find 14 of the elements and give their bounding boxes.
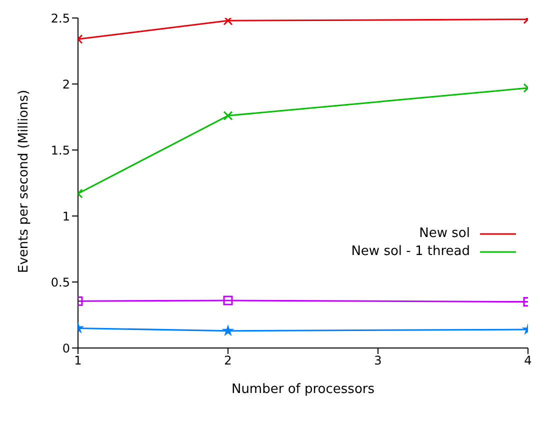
- legend-label: New sol: [419, 226, 470, 241]
- y-tick-label: 2.5: [50, 11, 70, 26]
- legend-label: New sol - 1 thread: [351, 244, 470, 259]
- x-axis-title: Number of processors: [231, 382, 375, 397]
- y-tick-label: 0.5: [50, 275, 70, 290]
- y-tick-label: 1.5: [50, 143, 70, 158]
- x-tick-label: 3: [374, 354, 382, 368]
- y-tick-label: 2: [62, 77, 70, 92]
- y-tick-label: 1: [62, 209, 70, 224]
- x-tick-label: 1: [74, 354, 82, 368]
- x-tick-label: 2: [224, 354, 232, 368]
- y-axis-title: Events per second (Millions): [16, 90, 32, 273]
- y-tick-label: 0: [62, 341, 70, 356]
- x-tick-label: 4: [524, 354, 532, 368]
